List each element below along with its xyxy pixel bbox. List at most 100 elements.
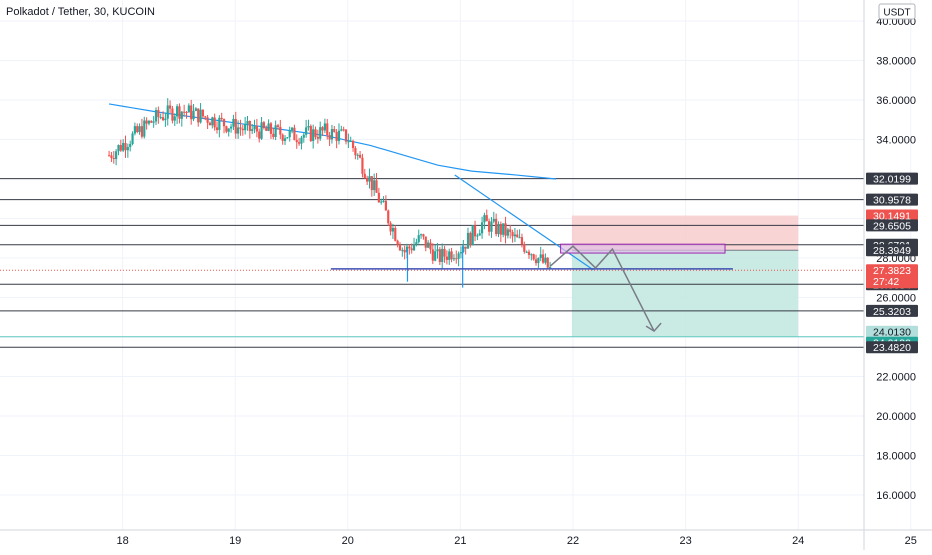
candle-body — [136, 126, 139, 133]
candle-body — [410, 248, 413, 251]
candle-body — [239, 127, 242, 129]
trendline[interactable] — [454, 174, 594, 271]
projection-path[interactable] — [549, 245, 655, 332]
candle-body — [530, 254, 533, 256]
time-tick-label: 20 — [342, 535, 354, 547]
price-label-bg — [866, 193, 918, 206]
candle-body — [349, 140, 352, 142]
candle-body — [370, 176, 373, 191]
price-label-bg — [866, 219, 918, 232]
candle-body — [398, 244, 402, 251]
price-label-bg — [866, 244, 918, 257]
candle-body — [513, 234, 517, 237]
candle-body — [539, 254, 542, 258]
candle-body — [110, 155, 113, 158]
price-label-level[interactable]: 29.6505 — [866, 219, 918, 232]
candle-body — [290, 127, 294, 131]
candle-body — [415, 242, 418, 245]
price-label-level[interactable]: 32.0199 — [866, 172, 918, 186]
candle-body — [382, 200, 385, 202]
candle-body — [389, 223, 392, 232]
candle-body — [527, 251, 531, 256]
candle-body — [333, 129, 336, 133]
candle-body — [337, 130, 341, 141]
candle-body — [354, 148, 357, 156]
candle-body — [152, 121, 155, 123]
candle-body — [488, 221, 491, 232]
candle-body — [342, 129, 345, 131]
price-tick-label: 34.0000 — [876, 135, 916, 147]
candle-body — [260, 122, 263, 139]
candle-body — [532, 254, 535, 260]
candle-body — [265, 128, 268, 131]
price-label-level[interactable]: 23.4820 — [866, 341, 918, 354]
candle-body — [509, 229, 512, 233]
candle-body — [424, 236, 427, 248]
candle-body — [131, 133, 134, 144]
candle-body — [412, 244, 416, 251]
candle-body — [523, 244, 526, 252]
candle-body — [180, 111, 183, 119]
candle-body — [429, 242, 432, 250]
candle-body — [192, 110, 195, 120]
candle-body — [159, 117, 162, 119]
candle-body — [490, 221, 493, 232]
candle-body — [340, 129, 343, 131]
candle-body — [232, 118, 235, 127]
price-label-target-light[interactable]: 24.0130 — [866, 325, 918, 339]
price-tick-label: 38.0000 — [876, 56, 916, 68]
candle-body — [471, 225, 474, 246]
entry-zone-box[interactable] — [560, 243, 726, 254]
price-label-text: 32.0199 — [873, 174, 911, 186]
candle-body — [246, 121, 249, 125]
price-label-text: 28.3949 — [873, 245, 911, 257]
candle-body — [455, 258, 458, 260]
candle-body — [502, 223, 505, 235]
candle-body — [335, 132, 338, 141]
candle-body — [368, 176, 371, 182]
price-label-level[interactable]: 25.3203 — [866, 304, 918, 318]
candle-body — [276, 125, 280, 127]
candle-body — [204, 116, 207, 118]
candle-body — [288, 130, 291, 138]
currency-button[interactable]: USDT — [878, 3, 916, 20]
candle-body — [124, 143, 127, 151]
candle-body — [208, 122, 212, 126]
candle-body — [305, 127, 308, 135]
candle-body — [213, 117, 216, 128]
candle-body — [459, 252, 463, 254]
price-label-level[interactable]: 28.3949 — [866, 244, 918, 257]
candles — [107, 98, 552, 288]
candle-body — [166, 105, 169, 119]
candle-body — [154, 109, 158, 122]
candle-body — [206, 117, 209, 123]
candle-countdown: 27:42 — [873, 276, 899, 288]
candle-body — [187, 105, 190, 113]
candle-body — [234, 118, 237, 134]
candle-body — [117, 145, 120, 152]
candle-body — [201, 109, 205, 117]
candle-body — [319, 127, 322, 139]
candle-body — [133, 126, 136, 134]
time-tick-label: 22 — [567, 535, 579, 547]
candle-body — [483, 215, 486, 223]
time-tick-label: 18 — [116, 535, 128, 547]
price-tick-label: 26.0000 — [876, 293, 916, 305]
candle-body — [302, 134, 305, 138]
price-label-level[interactable]: 30.9578 — [866, 193, 918, 207]
candle-body — [495, 218, 498, 235]
candle-body — [546, 257, 549, 268]
candle-body — [145, 120, 148, 124]
candle-body — [330, 129, 334, 140]
candle-body — [197, 108, 200, 123]
price-tick-label: 22.0000 — [876, 372, 916, 384]
price-tick-label: 36.0000 — [876, 95, 916, 107]
candle-body — [445, 256, 448, 260]
candle-body — [541, 254, 545, 263]
candle-body — [499, 224, 502, 235]
price-label-bg — [866, 209, 918, 222]
candle-body — [218, 117, 221, 131]
candle-body — [328, 135, 331, 140]
